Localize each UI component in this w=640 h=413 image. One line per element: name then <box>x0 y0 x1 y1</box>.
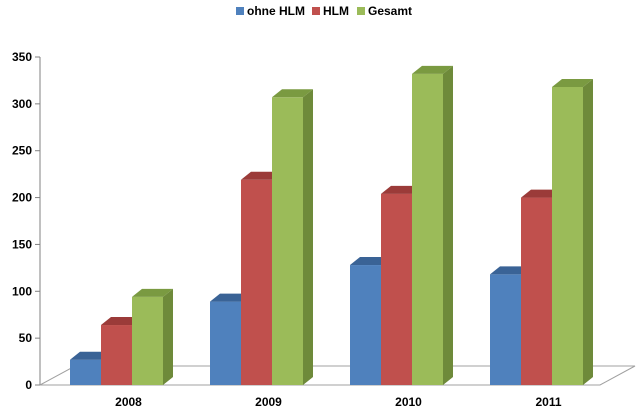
bar-front <box>210 301 241 385</box>
bar-gesamt-2008 <box>132 288 173 385</box>
bar-gesamt-2011 <box>552 78 593 385</box>
x-category-label: 2011 <box>535 395 561 409</box>
bar-front <box>412 73 443 386</box>
y-tick-label: 50 <box>19 331 33 345</box>
bar-side <box>303 89 313 385</box>
legend-label: HLM <box>323 4 349 18</box>
bar-front <box>350 265 381 385</box>
bar-side <box>443 65 453 386</box>
bar-gesamt-2009 <box>272 89 313 385</box>
bar-top <box>350 257 391 266</box>
bar-front <box>70 359 101 385</box>
y-tick-label: 350 <box>12 50 32 64</box>
legend-item: ohne HLM <box>236 4 305 18</box>
x-category-label: 2010 <box>395 395 422 409</box>
legend-swatch <box>312 7 320 15</box>
y-tick-label: 200 <box>12 191 32 205</box>
bar-top <box>552 78 593 87</box>
bar-top <box>132 288 173 297</box>
bar-top <box>412 65 453 74</box>
x-category-label: 2008 <box>115 395 142 409</box>
bar-front <box>132 296 163 385</box>
y-tick-label: 100 <box>12 284 32 298</box>
legend-swatch <box>236 7 244 15</box>
bar-top <box>521 189 562 198</box>
bar-side <box>163 288 173 385</box>
bar-top <box>210 293 251 302</box>
bar-front <box>272 97 303 385</box>
legend-item: Gesamt <box>357 4 412 18</box>
bar-front <box>381 193 412 385</box>
bar-front <box>241 179 272 385</box>
bar-top <box>381 185 422 194</box>
y-tick-label: 0 <box>25 378 32 392</box>
bar-top <box>241 171 282 180</box>
legend: ohne HLM HLM Gesamt <box>236 4 412 18</box>
bar-side <box>583 78 593 385</box>
legend-swatch <box>357 7 365 15</box>
legend-label: ohne HLM <box>247 4 305 18</box>
bar-top <box>272 89 313 98</box>
x-category-label: 2009 <box>255 395 282 409</box>
bars <box>70 65 593 386</box>
y-axis: 0 50 100 150 200 250 300 350 <box>12 50 41 392</box>
legend-item: HLM <box>312 4 349 18</box>
bar-front <box>552 86 583 385</box>
bar-front <box>101 325 132 385</box>
bar-front <box>521 197 552 385</box>
bar-top <box>490 266 531 275</box>
bar-top <box>70 351 111 360</box>
bar-gesamt-2010 <box>412 65 453 386</box>
bar-top <box>101 317 142 326</box>
legend-label: Gesamt <box>368 4 412 18</box>
x-axis-labels: 2008 2009 2010 2011 <box>115 395 562 409</box>
y-tick-label: 300 <box>12 97 32 111</box>
bar-front <box>490 274 521 385</box>
y-tick-label: 250 <box>12 144 32 158</box>
y-tick-label: 150 <box>12 237 32 251</box>
